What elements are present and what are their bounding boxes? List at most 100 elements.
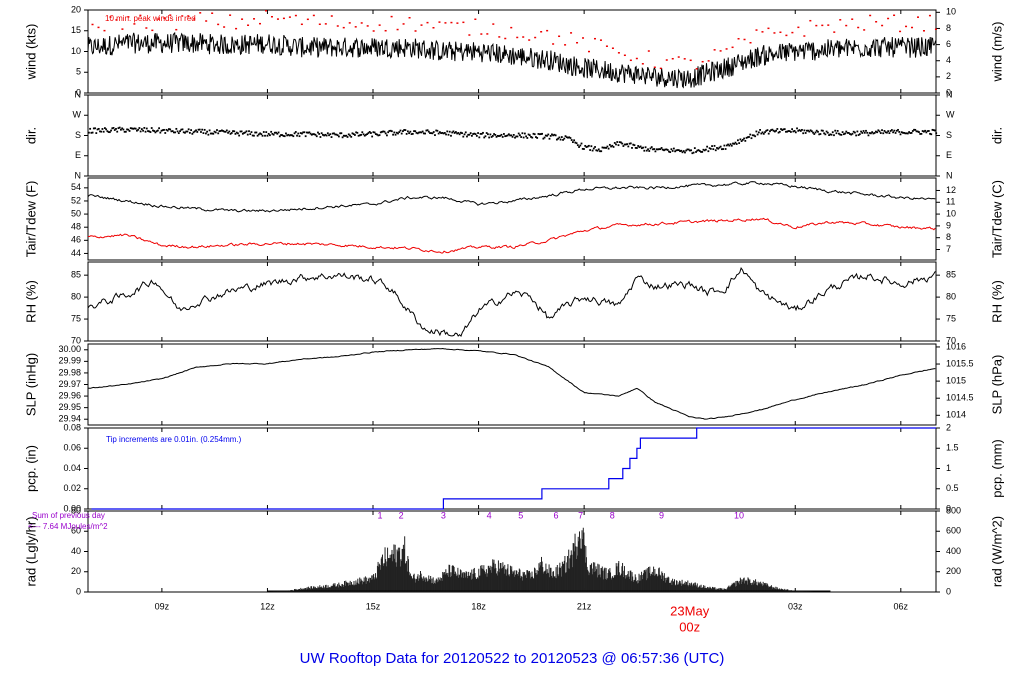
pcp-ytick-right-label: 0.5 (946, 483, 959, 493)
peak-wind-point (725, 48, 728, 50)
dir-point (789, 131, 792, 133)
dir-point (269, 134, 271, 137)
dir-point (886, 131, 888, 134)
temp-ytick-right-label: 9 (946, 220, 951, 230)
dir-point (213, 130, 216, 133)
dir-point (388, 130, 391, 132)
peak-wind-point (791, 31, 794, 34)
rain-tip-marker-5: 5 (518, 510, 523, 520)
dir-point (592, 147, 595, 150)
pcp-ytick-label: 0.04 (63, 463, 81, 473)
dir-point (780, 128, 782, 130)
dir-point (214, 131, 217, 134)
dir-point (153, 130, 156, 132)
dir-point (691, 152, 694, 155)
dir-point (825, 130, 828, 133)
slp-ytick-right-label: 1014 (946, 410, 966, 420)
dir-point (367, 132, 370, 134)
peak-wind-point (390, 15, 393, 18)
dir-point (360, 133, 362, 136)
dir-point (248, 130, 250, 133)
dir-point (543, 136, 546, 139)
temp-ytick-label: 52 (71, 195, 81, 205)
dir-point (202, 132, 205, 134)
dir-point (844, 132, 846, 135)
rain-tip-marker-6: 6 (553, 510, 558, 520)
dir-point (918, 131, 920, 133)
dir-point (669, 151, 672, 154)
dir-point (865, 129, 867, 132)
dir-point (430, 132, 433, 135)
dir-point (456, 132, 459, 135)
wind-ytick-right-label: 2 (946, 71, 951, 81)
dir-point (899, 133, 902, 136)
dir-point (647, 148, 649, 151)
dir-point (526, 137, 529, 139)
dir-point (627, 145, 630, 148)
rain-tip-marker-1: 1 (378, 510, 383, 520)
dir-point (121, 127, 124, 130)
peak-wind-point (414, 30, 417, 32)
dir-point (530, 136, 532, 138)
dir-point (160, 129, 163, 132)
dir-point (831, 131, 834, 134)
dir-point (788, 130, 791, 133)
temp-ylabel: Tair/Tdew (F) (23, 181, 38, 258)
dir-point (772, 129, 775, 132)
dir-point (655, 148, 658, 151)
rad-ytick-label: 20 (71, 566, 81, 576)
dir-point (835, 132, 838, 135)
rain-tip-marker-8: 8 (610, 510, 615, 520)
dir-point (692, 151, 695, 154)
peak-wind-point (761, 31, 764, 33)
dir-point (868, 132, 871, 134)
dir-point (166, 129, 169, 132)
dir-point (863, 131, 866, 134)
dir-point (272, 133, 275, 136)
dir-point (237, 132, 239, 135)
time-tick-label-12z: 12z (260, 601, 275, 611)
dir-point (670, 148, 673, 151)
dir-point (291, 134, 294, 137)
peak-wind-point (671, 57, 674, 60)
peak-wind-point (922, 30, 925, 32)
dir-point (413, 130, 415, 133)
dir-point (315, 135, 318, 138)
dir-point (738, 142, 741, 145)
dir-point (903, 132, 906, 134)
dir-point (154, 131, 157, 134)
dir-point (333, 132, 335, 135)
dir-point (461, 132, 463, 135)
dir-point (196, 131, 199, 133)
dir-point (721, 148, 723, 151)
pcp-ylabel: pcp. (in) (23, 445, 38, 492)
peak-wind-point (570, 32, 573, 34)
dir-point (218, 130, 221, 133)
dir-point (730, 144, 733, 147)
dir-point (328, 134, 330, 137)
temp-series-secondary-line (88, 217, 936, 254)
dir-point (499, 134, 502, 137)
dir-point (684, 151, 686, 154)
peak-wind-point (641, 63, 644, 65)
dir-point (740, 140, 743, 142)
dir-point (317, 131, 319, 134)
dir-point (411, 132, 414, 135)
peak-wind-point (426, 21, 429, 24)
dir-point (920, 132, 923, 135)
dir-point (496, 134, 499, 137)
dir-point (932, 129, 935, 132)
rad-sum-note: Sum of previous day (32, 511, 105, 520)
dir-point (622, 145, 625, 147)
dir-point (908, 131, 911, 133)
rad-ytick-right-label: 600 (946, 526, 961, 536)
peak-wind-point (701, 60, 704, 63)
peak-wind-point (916, 16, 919, 18)
dir-point (219, 130, 222, 132)
dir-point (464, 131, 467, 134)
dir-point (716, 147, 718, 149)
dir-point (761, 131, 764, 134)
rain-tip-marker-9: 9 (659, 510, 664, 520)
dir-point (368, 131, 371, 133)
dir-ytick-right-label: E (946, 150, 952, 160)
